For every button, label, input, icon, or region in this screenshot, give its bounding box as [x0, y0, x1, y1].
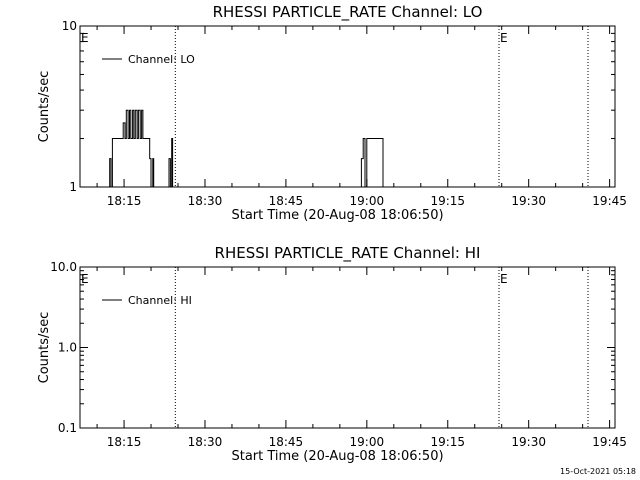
- chart-1-x-tick-label: 19:30: [511, 435, 546, 449]
- chart-1-event-marker-label: E: [500, 272, 508, 286]
- chart-0-title: RHESSI PARTICLE_RATE Channel: LO: [213, 3, 483, 22]
- hi-channel-panel: RHESSI PARTICLE_RATE Channel: HI 18:15 18:…: [37, 244, 627, 464]
- chart-0-y-axis-label: Counts/sec: [37, 71, 52, 143]
- generation-timestamp: 15-Oct-2021 05:18: [560, 467, 636, 476]
- chart-0-legend-label: Channel: LO: [128, 53, 195, 66]
- chart-1-legend-label: Channel: HI: [128, 294, 192, 307]
- chart-1-y-tick-label: 10.0: [50, 260, 77, 274]
- chart-1-x-tick-label: 18:45: [269, 435, 304, 449]
- chart-0-y-tick-label: 10: [62, 19, 77, 33]
- chart-0-x-axis-label: Start Time (20-Aug-08 18:06:50): [231, 208, 443, 223]
- chart-1-x-tick-label: 19:45: [592, 435, 627, 449]
- chart-0-x-tick-label: 19:00: [350, 194, 385, 208]
- chart-1-y-tick-label: 1.0: [58, 341, 77, 355]
- chart-0-x-tick-label: 18:30: [188, 194, 223, 208]
- chart-0-frame: [79, 25, 616, 188]
- chart-1-x-tick-label: 18:15: [107, 435, 142, 449]
- chart-1-x-tick-label: 19:15: [430, 435, 465, 449]
- chart-0-x-tick-label: 19:15: [430, 194, 465, 208]
- chart-1-event-marker-label: E: [81, 272, 89, 286]
- chart-1-x-tick-label: 18:30: [188, 435, 223, 449]
- chart-0-x-tick-label: 19:30: [511, 194, 546, 208]
- chart-0-x-tick-label: 18:45: [269, 194, 304, 208]
- chart-0-x-tick-label: 18:15: [107, 194, 142, 208]
- chart-0-event-marker-label: E: [81, 31, 89, 45]
- chart-1-x-tick-label: 19:00: [350, 435, 385, 449]
- chart-1-x-axis-label: Start Time (20-Aug-08 18:06:50): [231, 449, 443, 464]
- chart-1-title: RHESSI PARTICLE_RATE Channel: HI: [215, 244, 481, 263]
- chart-1-y-tick-label: 0.1: [58, 421, 77, 435]
- chart-0-x-tick-label: 19:45: [592, 194, 627, 208]
- chart-0-series-line: [109, 109, 385, 188]
- chart-0-event-marker-label: E: [500, 31, 508, 45]
- lo-channel-panel: RHESSI PARTICLE_RATE Channel: LO 18:15 18:…: [37, 3, 627, 223]
- chart-1-y-axis-label: Counts/sec: [37, 312, 52, 384]
- chart-1-frame: [79, 266, 616, 429]
- chart-0-y-tick-label: 1: [69, 180, 77, 194]
